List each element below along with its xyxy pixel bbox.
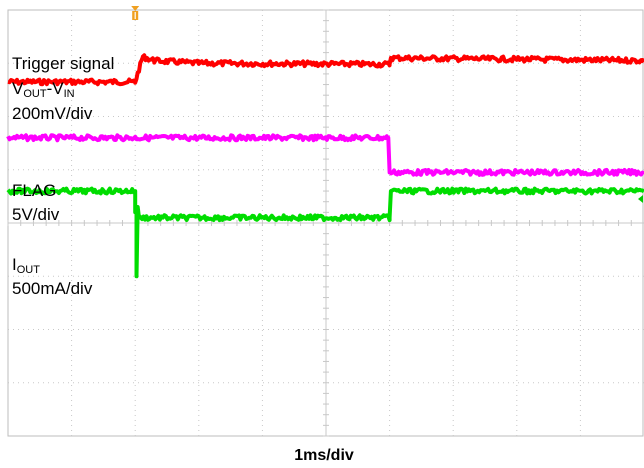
- flag-label-line: FLAG: [12, 181, 56, 200]
- vout-label-text: V: [12, 79, 24, 98]
- x-axis-label: 1ms/div: [294, 447, 354, 464]
- vout-label-line: 200mV/div: [12, 104, 93, 123]
- vout-label-subscript: OUT: [23, 88, 47, 100]
- markers: [131, 6, 643, 204]
- vout-label-line: VOUT-VIN: [12, 79, 75, 100]
- flag-label-line: 5V/div: [12, 205, 60, 224]
- iout-label-text: I: [12, 255, 17, 274]
- flag-trace: [6, 133, 644, 177]
- vout-label-line: Trigger signal: [12, 54, 114, 73]
- iout-trace: [6, 186, 644, 279]
- vout-label-text: -V: [47, 79, 65, 98]
- trace-labels: Trigger signalVOUT-VIN200mV/divFLAG5V/di…: [12, 54, 114, 298]
- channel-level-marker: [638, 195, 643, 204]
- grid: [7, 9, 644, 437]
- traces: [6, 53, 644, 279]
- iout-label-line: 500mA/div: [12, 279, 93, 298]
- trigger-marker: [131, 6, 140, 20]
- iout-label-subscript: OUT: [17, 264, 41, 276]
- vout-label-subscript: IN: [64, 88, 75, 100]
- vout-trace: [7, 53, 644, 87]
- iout-label-line: IOUT: [12, 255, 40, 276]
